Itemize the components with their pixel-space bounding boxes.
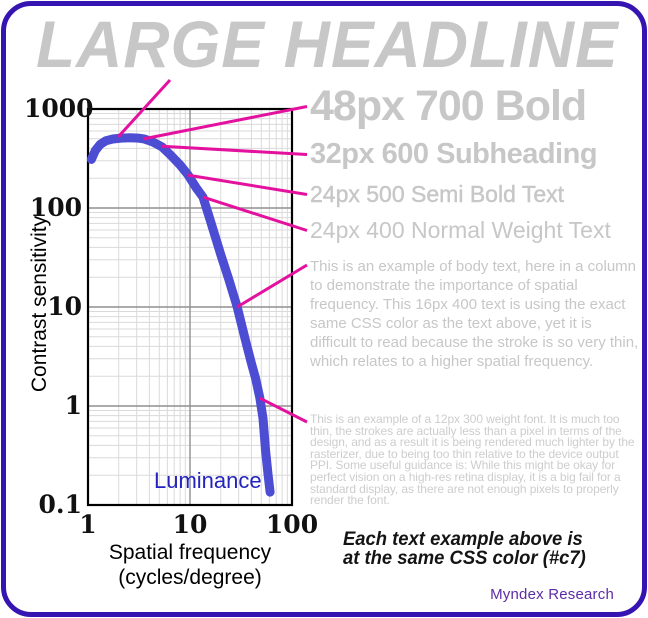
luminance-curve [86,133,275,497]
x-tick-10: 10 [172,510,208,539]
x-axis-title-line2: (cycles/degree) [118,566,262,589]
callout-line-sample-32 [161,144,308,156]
callout-line-sample-48 [142,105,308,141]
sample-32: 32px 600 Subheading [310,138,598,170]
y-tick-1: 1 [64,391,82,420]
footnote-line2: at the same CSS color (#c7) [343,547,586,569]
y-tick-10: 10 [47,292,82,321]
y-tick-1000: 1000 [24,94,94,123]
plot-border [86,107,294,507]
sample-body12: This is an example of a 12px 300 weight … [310,412,635,508]
x-tick-1: 1 [79,510,97,539]
callout-line-headline [116,78,172,139]
callout-line-sample-24 [202,195,308,232]
y-tick-100: 100 [29,193,82,222]
callout-line-sample-24b [187,173,308,196]
footnote-line1: Each text example above is [343,529,583,550]
sample-body16: This is an example of body text, here in… [310,258,639,370]
callout-line-sample-body12 [259,396,308,424]
callout-line-sample-body16 [236,263,308,309]
x-axis-title: Spatial frequency (cycles/degree) [88,540,292,590]
footnote: Each text example above is at the same C… [343,529,586,569]
sample-24: 24px 400 Normal Weight Text [310,217,611,243]
x-tick-100: 100 [265,510,319,539]
credit-myndex: Myndex Research [490,586,614,603]
sample-24b: 24px 500 Semi Bold Text [310,181,565,207]
y-tick-0.1: 0.1 [38,490,83,519]
sample-48: 48px 700 Bold [310,82,587,130]
headline: LARGE HEADLINE [36,7,619,81]
luminance-label: Luminance [154,468,262,493]
x-axis-title-line1: Spatial frequency [108,541,272,564]
